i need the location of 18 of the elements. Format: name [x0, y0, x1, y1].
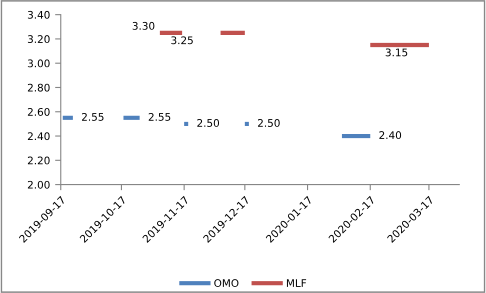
legend-label: OMO	[214, 279, 238, 287]
data-label: 3.15	[386, 48, 408, 56]
y-tick-label: 3.00	[28, 59, 50, 68]
data-label: 2.55	[148, 112, 170, 121]
y-tick-label: 2.20	[28, 156, 50, 164]
data-label: 3.25	[171, 36, 193, 44]
y-tick-label: 2.60	[28, 108, 50, 116]
data-label: 2.50	[197, 119, 220, 127]
y-tick-label: 2.80	[28, 84, 50, 92]
y-tick-label: 3.40	[28, 10, 50, 19]
data-label: 2.40	[379, 131, 402, 140]
annotation: 3.30	[132, 22, 154, 30]
y-tick-label: 2.40	[28, 132, 50, 140]
legend-label: MLF	[286, 279, 306, 287]
data-label: 2.50	[258, 119, 280, 127]
data-label: 2.55	[82, 112, 104, 121]
y-tick-label: 3.20	[28, 35, 50, 44]
y-tick-label: 2.00	[28, 180, 50, 189]
